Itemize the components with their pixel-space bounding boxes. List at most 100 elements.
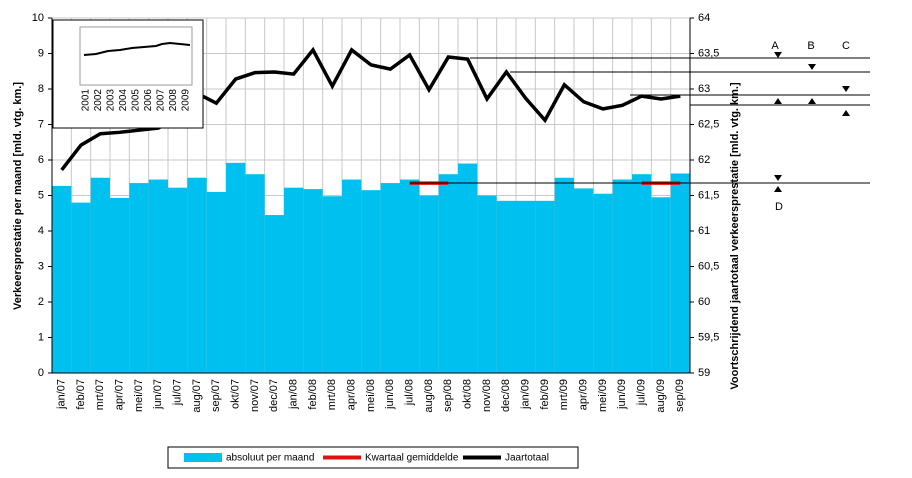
annotation: B [807,40,814,52]
y-axis-title: Verkeersprestatie per maand [mld. vtg. k… [12,82,24,310]
bar [574,188,594,373]
inset-x-label: 2004 [118,89,129,112]
y-tick-label: 9 [38,47,44,59]
y-tick-label: 4 [38,225,44,237]
x-tick-label: mrt/08 [326,379,338,410]
bar [670,173,690,373]
bar [284,187,304,373]
x-tick-label: okt/07 [230,379,242,409]
bar [400,179,420,373]
inset-x-label: 2003 [106,89,117,112]
bar [496,200,516,373]
x-tick-label: mei/09 [597,379,609,412]
bar [419,195,439,373]
y-tick-label: 7 [38,118,44,130]
x-tick-label: apr/07 [114,379,126,410]
x-tick-label: jun/07 [152,379,164,410]
bar [226,162,246,373]
bar [206,191,226,373]
y-tick-label: 1 [38,331,44,343]
y2-tick-label: 60 [698,296,710,308]
y2-tick-label: 60,5 [698,260,719,272]
markers [774,52,850,192]
inset-x-label: 2002 [93,89,104,112]
bar [535,200,555,373]
y2-tick-label: 62,5 [698,118,719,130]
y-tick-label: 3 [38,260,44,272]
x-tick-label: jun/09 [616,379,628,410]
bar [129,183,149,373]
x-tick-label: jan/08 [288,379,300,410]
bar [612,179,632,373]
y2-axis-title: Voortschrijdend jaartotaal verkeersprest… [729,82,741,390]
x-tick-label: mrt/07 [94,379,106,410]
y-tick-label: 10 [32,12,44,24]
annotation: C [842,40,850,52]
bar [110,197,130,373]
x-tick-label: jan/07 [56,379,68,410]
plot-area [51,17,691,374]
bar [245,174,265,373]
y2-tick-label: 59 [698,367,710,379]
y-tick-label: 6 [38,154,44,166]
x-tick-label: aug/08 [423,379,435,413]
inset-x-label: 2007 [156,89,167,112]
x-tick-label: jan/09 [520,379,532,410]
x-tick-label: feb/08 [307,379,319,410]
x-tick-label: feb/07 [75,379,87,410]
x-tick-label: apr/08 [346,379,358,410]
x-tick-label: sep/09 [674,379,686,412]
x-tick-label: dec/08 [500,379,512,412]
legend-label: Jaartotaal [505,453,549,464]
inset-x-label: 2001 [81,89,92,112]
x-tick-label: apr/09 [578,379,590,410]
x-tick-label: jun/08 [384,379,396,410]
x-tick-label: jul/09 [636,379,648,406]
bar [458,163,478,373]
bar [651,197,671,373]
bar [632,174,652,373]
bar [71,202,91,373]
legend-label: absoluut per maand [226,453,314,464]
y2-tick-label: 63 [698,83,710,95]
bar [516,200,536,373]
bar [264,215,284,373]
x-tick-label: jul/08 [404,379,416,406]
inset-x-label: 2005 [131,89,142,112]
bar [361,190,381,373]
bar [187,177,207,373]
legend-swatch [184,453,222,462]
y2-tick-label: 59,5 [698,331,719,343]
legend [167,446,579,469]
y2-tick-label: 63,5 [698,47,719,59]
bar [477,195,497,373]
legend-label: Kwartaal gemiddelde [365,453,459,464]
x-tick-label: mei/08 [365,379,377,412]
x-tick-label: sep/08 [442,379,454,412]
x-tick-label: jul/07 [172,379,184,406]
x-tick-label: mei/07 [133,379,145,412]
y-tick-label: 8 [38,83,44,95]
bar [52,185,72,373]
y-tick-label: 2 [38,296,44,308]
y-tick-label: 0 [38,367,44,379]
x-tick-label: sep/07 [210,379,222,412]
x-tick-label: okt/08 [462,379,474,409]
inset-x-label: 2008 [168,89,179,112]
reference-lines [410,57,870,184]
annotation: A [771,40,779,52]
bar [322,196,342,373]
x-tick-label: nov/07 [249,379,261,412]
inset [52,19,204,129]
bar [593,193,613,373]
x-tick-label: dec/07 [268,379,280,412]
inset-x-label: 2009 [181,89,192,112]
bar [148,179,168,373]
x-tick-label: aug/09 [655,379,667,413]
bar [438,174,458,373]
y2-tick-label: 61 [698,225,710,237]
x-tick-label: nov/08 [481,379,493,412]
annotation: D [775,201,783,213]
bar [554,177,574,373]
